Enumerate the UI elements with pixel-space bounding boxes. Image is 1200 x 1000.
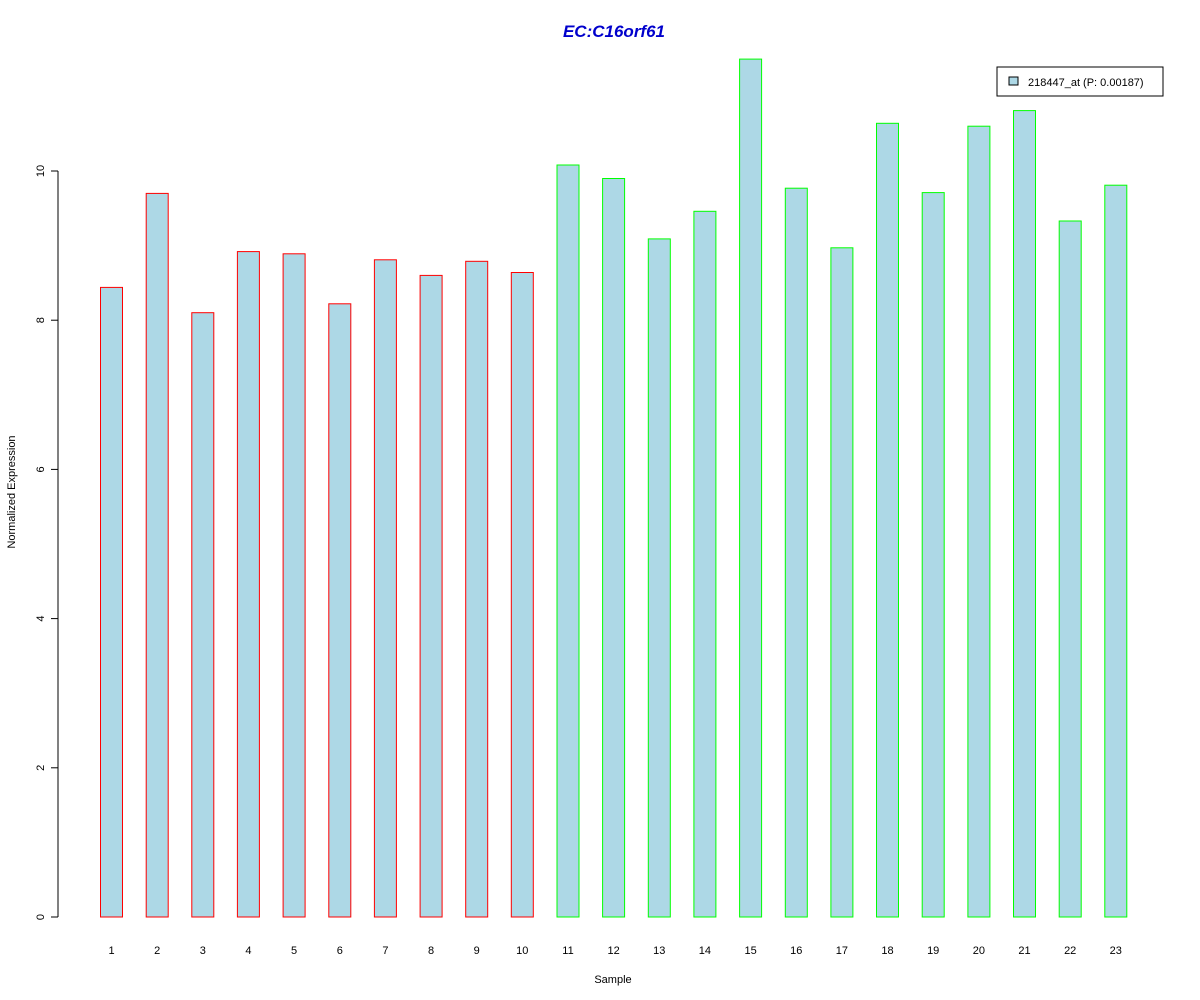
x-axis-tick-labels: 1 2 3 4 5 6 7 8 9 10 11 12 13 14 15 16 17 18 19 20 21 22 23 <box>108 945 1121 957</box>
x-axis-label: Sample <box>594 974 631 986</box>
x-tick-label: 1 <box>108 945 114 957</box>
x-tick-label: 12 <box>607 945 619 957</box>
x-tick-label: 20 <box>973 945 985 957</box>
bar-sample-12 <box>602 178 626 918</box>
bar-sample-15 <box>739 58 763 918</box>
bar-sample-10 <box>510 272 534 918</box>
bar-sample-6 <box>328 303 352 918</box>
x-tick-label: 10 <box>516 945 528 957</box>
x-tick-label: 15 <box>744 945 756 957</box>
x-tick-label: 18 <box>881 945 893 957</box>
legend: 218447_at (P: 0.00187) <box>996 66 1164 97</box>
bar-sample-9 <box>465 260 489 918</box>
x-tick-label: 13 <box>653 945 665 957</box>
y-tick-label: 2 <box>35 765 47 771</box>
bar-sample-19 <box>921 192 945 918</box>
legend-label: 218447_at (P: 0.00187) <box>1028 77 1144 89</box>
bar-series <box>100 58 1128 918</box>
bar-sample-7 <box>373 259 397 918</box>
x-tick-label: 7 <box>382 945 388 957</box>
x-tick-label: 4 <box>245 945 251 957</box>
bar-sample-14 <box>693 210 717 918</box>
y-tick-label: 6 <box>35 466 47 472</box>
bar-sample-21 <box>1013 110 1036 918</box>
x-tick-label: 22 <box>1064 945 1076 957</box>
y-axis-label: Normalized Expression <box>6 435 18 548</box>
bar-sample-13 <box>647 238 671 918</box>
x-tick-label: 23 <box>1110 945 1122 957</box>
x-tick-label: 19 <box>927 945 939 957</box>
chart-title: EC:C16orf61 <box>563 22 665 41</box>
x-tick-label: 14 <box>699 945 711 957</box>
y-tick-label: 0 <box>35 914 47 920</box>
x-tick-label: 17 <box>836 945 848 957</box>
x-tick-label: 21 <box>1018 945 1030 957</box>
y-tick-label: 10 <box>35 165 47 177</box>
bar-sample-18 <box>876 122 899 918</box>
x-tick-label: 2 <box>154 945 160 957</box>
bar-sample-23 <box>1104 184 1128 918</box>
bar-sample-20 <box>967 125 991 918</box>
y-tick-label: 8 <box>35 317 47 323</box>
bar-sample-16 <box>784 187 808 918</box>
y-tick-label: 4 <box>35 616 47 622</box>
bar-sample-22 <box>1058 220 1082 918</box>
x-tick-label: 8 <box>428 945 434 957</box>
x-tick-label: 6 <box>337 945 343 957</box>
y-axis: 0 2 4 6 8 10 <box>35 165 59 920</box>
x-tick-label: 3 <box>200 945 206 957</box>
bar-sample-4 <box>236 251 260 918</box>
bar-sample-8 <box>419 274 443 918</box>
bar-sample-2 <box>145 192 169 918</box>
x-tick-label: 9 <box>474 945 480 957</box>
x-tick-label: 5 <box>291 945 297 957</box>
bar-sample-5 <box>282 253 306 918</box>
bar-sample-3 <box>191 312 215 918</box>
legend-swatch <box>1008 76 1019 86</box>
x-tick-label: 11 <box>562 945 573 957</box>
legend-box <box>996 66 1164 97</box>
x-tick-label: 16 <box>790 945 802 957</box>
bar-sample-1 <box>100 286 123 918</box>
bar-sample-17 <box>830 247 854 918</box>
bar-sample-11 <box>556 164 580 918</box>
